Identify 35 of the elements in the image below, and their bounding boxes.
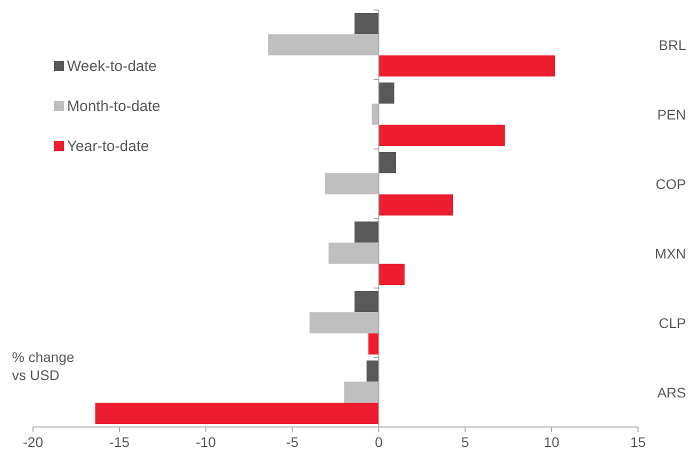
bar (378, 264, 405, 285)
bar (368, 333, 379, 354)
x-axis-title: % change vs USD (12, 349, 74, 383)
x-tick-label: 15 (630, 434, 646, 450)
bar (344, 382, 379, 403)
bar (354, 222, 379, 243)
bar (95, 402, 379, 424)
bar (354, 291, 379, 312)
y-tick-label: MXN (654, 245, 686, 262)
bar (354, 13, 379, 34)
x-tick-label: -5 (286, 434, 299, 450)
bar (268, 34, 379, 56)
bar (378, 124, 505, 146)
y-tick-label: ARS (657, 384, 686, 400)
legend-label: Year-to-date (67, 138, 150, 155)
bar (378, 194, 454, 216)
x-tick-label: 10 (544, 434, 560, 450)
bar (325, 173, 379, 194)
x-tick-label: 0 (374, 434, 383, 450)
y-tick-label: BRL (658, 36, 686, 53)
x-tick-label: -15 (109, 434, 130, 450)
bar (378, 152, 396, 174)
bar (378, 55, 556, 76)
y-tick-label: CLP (658, 314, 686, 331)
x-tick-label: -10 (196, 434, 216, 450)
y-tick-label: COP (656, 176, 686, 192)
bar (328, 242, 379, 264)
bar (378, 82, 394, 104)
bar (366, 360, 379, 382)
y-tick-label: PEN (657, 106, 686, 122)
x-tick-label: 5 (461, 434, 470, 450)
legend-label: Week-to-date (67, 58, 157, 75)
bar (310, 312, 379, 334)
legend-label: Month-to-date (67, 98, 160, 115)
x-tick-label: -20 (22, 434, 44, 450)
